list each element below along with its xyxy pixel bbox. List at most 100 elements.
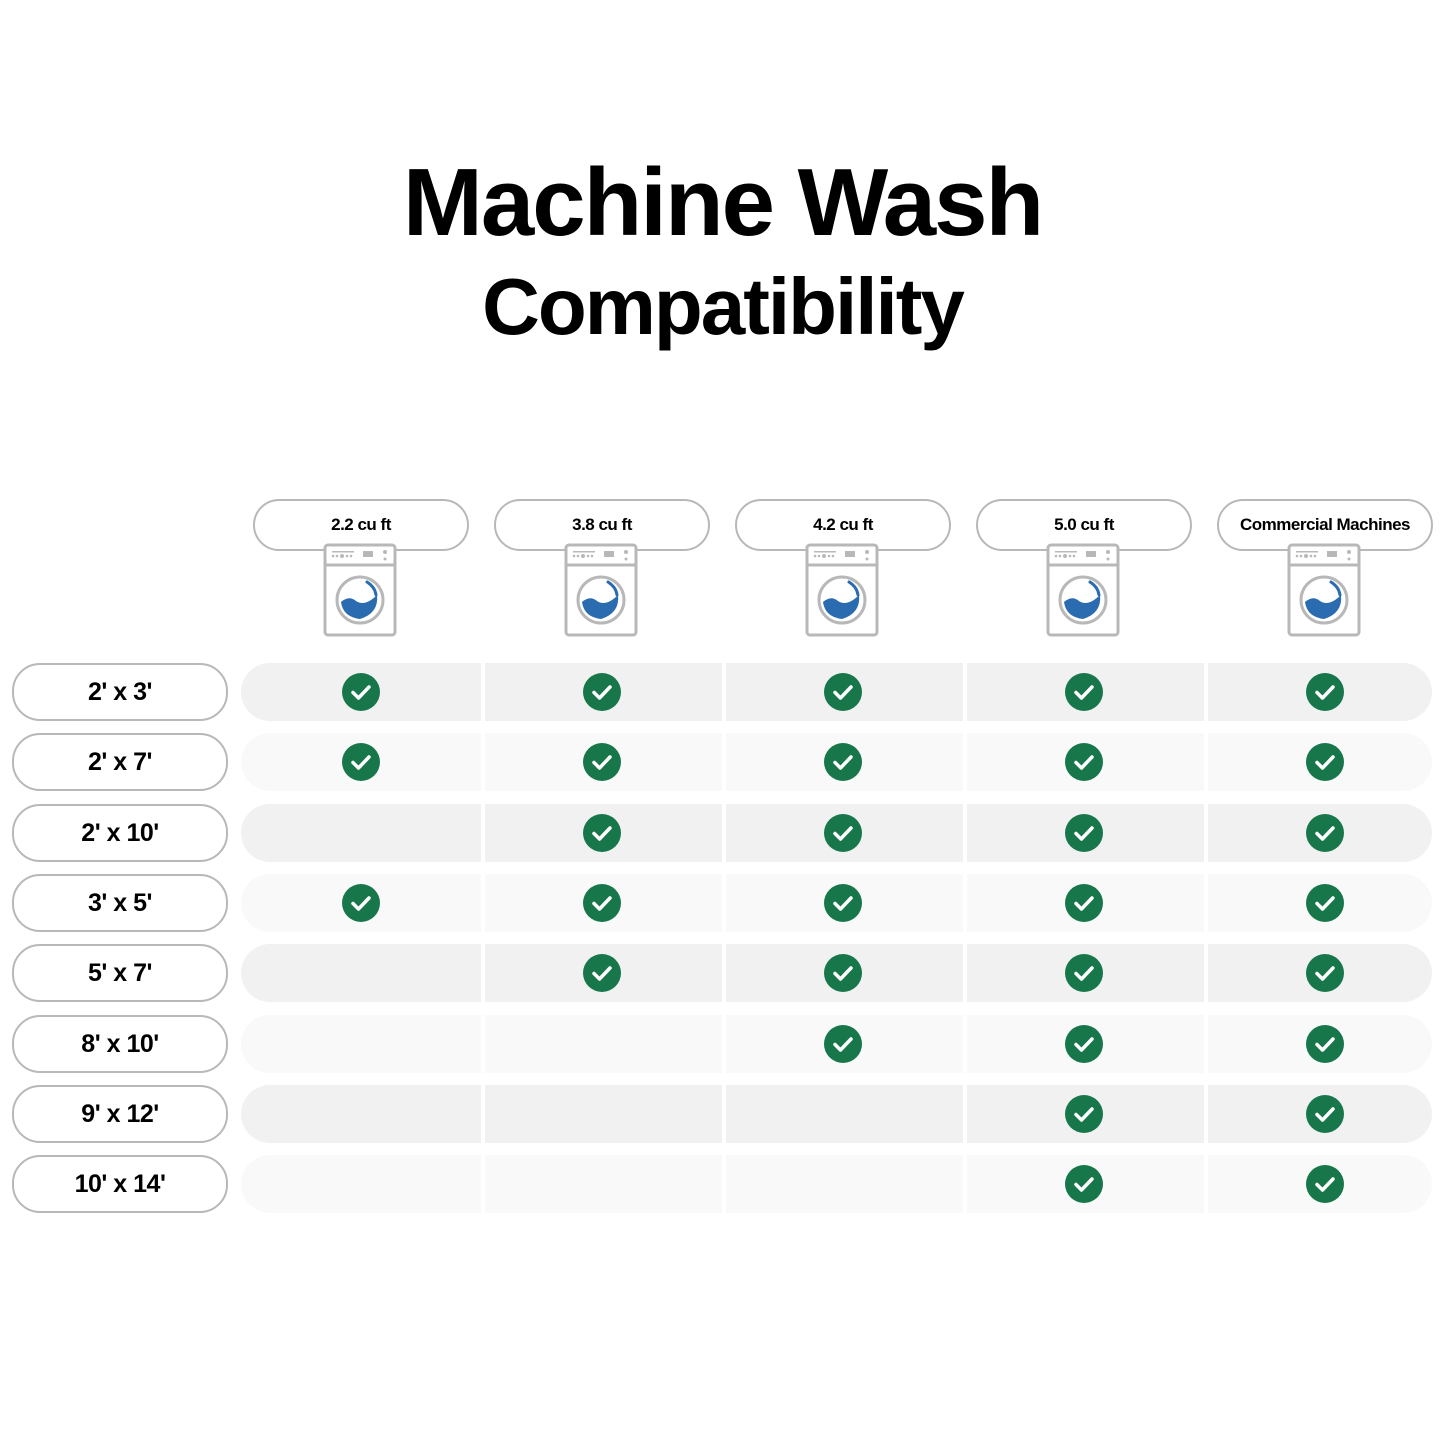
check-icon — [824, 954, 862, 992]
column-label: 3.8 cu ft — [494, 499, 710, 551]
table-row — [241, 804, 1432, 862]
check-icon — [1065, 743, 1103, 781]
column-header: 4.2 cu ft — [735, 499, 951, 644]
check-icon — [1065, 1095, 1103, 1133]
check-icon — [1306, 954, 1344, 992]
row-label: 2' x 7' — [12, 733, 228, 791]
table-cell — [1204, 1155, 1432, 1213]
table-cell — [241, 1085, 481, 1143]
check-icon — [342, 884, 380, 922]
table-row — [241, 944, 1432, 1002]
table-cell — [963, 944, 1204, 1002]
column-label: 5.0 cu ft — [976, 499, 1192, 551]
washing-machine-icon — [1287, 543, 1363, 639]
check-icon — [1065, 954, 1103, 992]
column-label: Commercial Machines — [1217, 499, 1433, 551]
table-cell — [481, 1155, 722, 1213]
check-icon — [824, 673, 862, 711]
table-row — [241, 733, 1432, 791]
table-cell — [481, 804, 722, 862]
table-cell — [722, 804, 963, 862]
table-cell — [241, 1015, 481, 1073]
row-label: 8' x 10' — [12, 1015, 228, 1073]
check-icon — [1306, 814, 1344, 852]
table-cell — [722, 1015, 963, 1073]
check-icon — [583, 954, 621, 992]
check-icon — [824, 884, 862, 922]
table-cell — [963, 1155, 1204, 1213]
check-icon — [342, 673, 380, 711]
table-cell — [963, 874, 1204, 932]
table-cell — [1204, 944, 1432, 1002]
table-cell — [481, 944, 722, 1002]
table-cell — [481, 874, 722, 932]
title-line-1: Machine Wash — [402, 149, 1044, 256]
table-row — [241, 663, 1432, 721]
column-label: 2.2 cu ft — [253, 499, 469, 551]
washing-machine-icon — [1046, 543, 1122, 639]
table-row — [241, 1015, 1432, 1073]
table-cell — [963, 733, 1204, 791]
column-header: Commercial Machines — [1217, 499, 1433, 644]
table-row — [241, 1155, 1432, 1213]
check-icon — [824, 743, 862, 781]
column-header: 3.8 cu ft — [494, 499, 710, 644]
table-cell — [1204, 733, 1432, 791]
table-cell — [241, 804, 481, 862]
table-row — [241, 874, 1432, 932]
washing-machine-icon — [564, 543, 640, 639]
title-line-2: Compatibility — [482, 262, 965, 351]
table-cell — [241, 874, 481, 932]
check-icon — [1306, 673, 1344, 711]
check-icon — [1306, 1095, 1344, 1133]
row-label: 2' x 3' — [12, 663, 228, 721]
check-icon — [1065, 673, 1103, 711]
check-icon — [1306, 1165, 1344, 1203]
check-icon — [583, 884, 621, 922]
column-header: 5.0 cu ft — [976, 499, 1192, 644]
table-cell — [1204, 663, 1432, 721]
table-cell — [963, 1085, 1204, 1143]
table-row — [241, 1085, 1432, 1143]
washing-machine-icon — [323, 543, 399, 639]
table-cell — [722, 1155, 963, 1213]
table-cell — [481, 733, 722, 791]
check-icon — [824, 814, 862, 852]
row-label: 5' x 7' — [12, 944, 228, 1002]
row-label: 9' x 12' — [12, 1085, 228, 1143]
table-cell — [241, 1155, 481, 1213]
table-cell — [722, 663, 963, 721]
check-icon — [583, 743, 621, 781]
row-label: 2' x 10' — [12, 804, 228, 862]
check-icon — [342, 743, 380, 781]
table-cell — [481, 1085, 722, 1143]
column-label: 4.2 cu ft — [735, 499, 951, 551]
table-cell — [963, 1015, 1204, 1073]
table-cell — [1204, 1015, 1432, 1073]
table-cell — [481, 663, 722, 721]
washing-machine-icon — [805, 543, 881, 639]
table-cell — [481, 1015, 722, 1073]
check-icon — [1065, 814, 1103, 852]
table-cell — [1204, 804, 1432, 862]
table-cell — [722, 874, 963, 932]
check-icon — [1065, 1165, 1103, 1203]
check-icon — [1306, 1025, 1344, 1063]
check-icon — [583, 673, 621, 711]
table-cell — [722, 733, 963, 791]
check-icon — [1065, 884, 1103, 922]
table-cell — [963, 804, 1204, 862]
table-cell — [241, 733, 481, 791]
check-icon — [1065, 1025, 1103, 1063]
check-icon — [583, 814, 621, 852]
check-icon — [1306, 884, 1344, 922]
table-cell — [722, 1085, 963, 1143]
table-cell — [963, 663, 1204, 721]
row-label: 3' x 5' — [12, 874, 228, 932]
table-cell — [722, 944, 963, 1002]
row-label: 10' x 14' — [12, 1155, 228, 1213]
table-cell — [241, 663, 481, 721]
check-icon — [1306, 743, 1344, 781]
table-cell — [241, 944, 481, 1002]
check-icon — [824, 1025, 862, 1063]
